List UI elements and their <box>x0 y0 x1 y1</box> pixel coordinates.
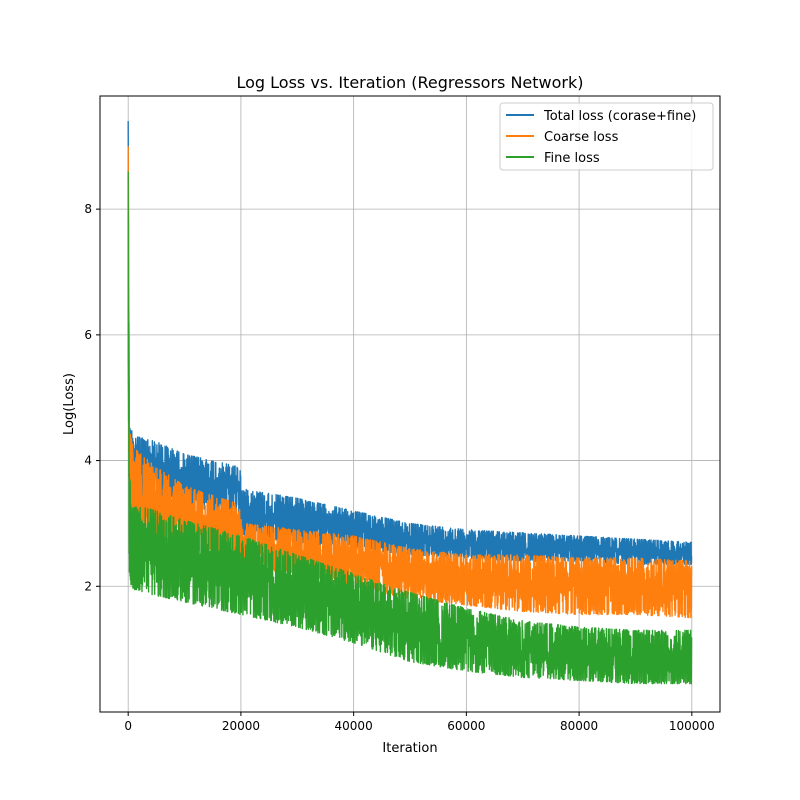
x-axis-label: Iteration <box>382 741 437 756</box>
legend-box <box>499 102 714 171</box>
x-tick-label: 100000 <box>669 719 715 733</box>
x-tick-label: 40000 <box>335 719 373 733</box>
series-line-total-loss-corase-fine <box>127 121 693 565</box>
legend-label: Coarse loss <box>544 130 619 145</box>
x-tick-label: 20000 <box>222 719 260 733</box>
legend-label: Fine loss <box>544 151 600 166</box>
y-tick-label: 8 <box>84 202 92 216</box>
y-tick-label: 6 <box>84 328 92 342</box>
legend: Total loss (corase+fine) Coarse loss Fine … <box>499 102 714 171</box>
x-tick-label: 80000 <box>560 719 598 733</box>
plot-frame <box>99 95 721 713</box>
chart-title: Log Loss vs. Iteration (Regressors Netwo… <box>237 73 584 92</box>
x-tick-label: 60000 <box>447 719 485 733</box>
y-tick-label: 2 <box>84 579 92 593</box>
y-tick-label: 4 <box>84 454 92 468</box>
y-axis-label: Log(Loss) <box>62 373 77 435</box>
x-tick-label: 0 <box>124 719 132 733</box>
legend-label: Total loss (corase+fine) <box>543 109 696 124</box>
series-layer <box>127 121 693 685</box>
ticks: 0 20000 40000 60000 80000 100000 2 4 6 8 <box>84 202 714 733</box>
series-line-fine-loss <box>127 171 693 685</box>
